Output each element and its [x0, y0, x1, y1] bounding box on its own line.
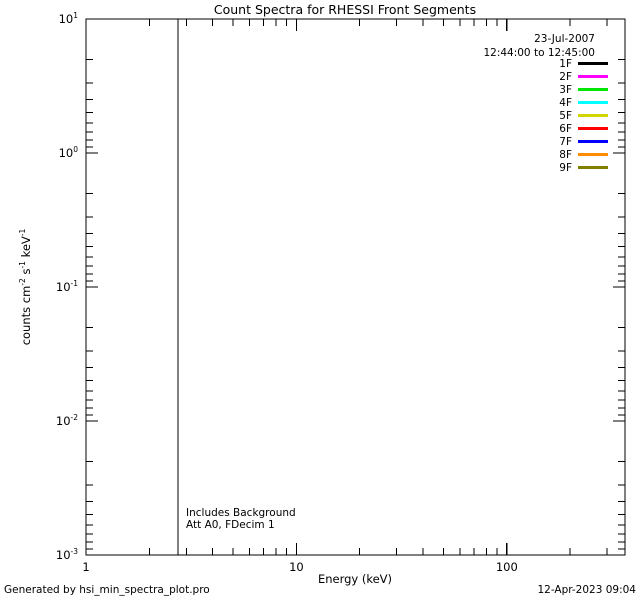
y-ticklabel-mantissa-1: 10 — [59, 146, 74, 160]
legend-item-4f[interactable]: 4F — [559, 97, 608, 109]
x-axis-label: Energy (keV) — [318, 572, 392, 586]
y-ticklabel-mantissa-4: 10 — [56, 548, 71, 562]
legend-item-3f[interactable]: 3F — [559, 84, 608, 96]
x-ticklabel-1: 1 — [82, 560, 89, 574]
svg-text:10-3: 10-3 — [56, 547, 78, 562]
y-ticklabel-exponent-1: 0 — [73, 145, 78, 154]
y-axis-tick-labels: 101 100 10-1 10-2 10-3 — [56, 11, 78, 562]
legend-label-2f: 2F — [559, 71, 572, 83]
legend-item-8f[interactable]: 8F — [559, 149, 608, 161]
y-axis-label-sup-3: -1 — [18, 228, 27, 236]
x-axis-bottom-ticks — [85, 543, 608, 555]
annotation-attenuator-state: Att A0, FDecim 1 — [186, 519, 275, 531]
legend-label-5f: 5F — [559, 110, 572, 122]
svg-text:10-2: 10-2 — [56, 413, 78, 428]
legend-item-9f[interactable]: 9F — [559, 162, 608, 174]
y-axis-left-ticks — [86, 18, 98, 556]
legend-label-1f: 1F — [559, 58, 572, 70]
svg-text:101: 101 — [59, 11, 79, 26]
x-ticklabel-100: 100 — [496, 560, 518, 574]
legend-item-7f[interactable]: 7F — [559, 136, 608, 148]
svg-text:10-1: 10-1 — [56, 279, 78, 294]
x-axis-tick-labels: 1 10 100 — [82, 560, 517, 574]
y-axis-label-part-2: s — [19, 269, 33, 279]
excluded-band-hatch-fill — [86, 19, 178, 555]
chart-title: Count Spectra for RHESSI Front Segments — [214, 2, 476, 17]
legend-item-6f[interactable]: 6F — [559, 123, 608, 135]
legend-label-8f: 8F — [559, 149, 572, 161]
footer-generator: Generated by hsi_min_spectra_plot.pro — [4, 584, 210, 596]
legend-item-5f[interactable]: 5F — [559, 110, 608, 122]
y-ticklabel-exponent-4: -3 — [71, 547, 79, 556]
legend-label-6f: 6F — [559, 123, 572, 135]
observation-time-range: 12:44:00 to 12:45:00 — [483, 47, 595, 59]
y-ticklabel-exponent-3: -2 — [71, 413, 79, 422]
legend-item-1f[interactable]: 1F — [559, 58, 608, 70]
observation-date: 23-Jul-2007 — [534, 33, 595, 45]
excluded-energy-band — [86, 19, 179, 555]
footer-timestamp: 12-Apr-2023 09:04 — [537, 584, 636, 596]
y-axis-label-sup-2: -1 — [18, 261, 27, 269]
legend-label-3f: 3F — [559, 84, 572, 96]
legend: 1F 2F 3F 4F 5F 6F — [559, 58, 608, 174]
y-axis-label-part-3: keV — [19, 236, 33, 261]
y-ticklabel-mantissa-3: 10 — [56, 414, 71, 428]
legend-item-2f[interactable]: 2F — [559, 71, 608, 83]
svg-text:100: 100 — [59, 145, 79, 160]
x-axis-top-ticks — [85, 19, 608, 31]
annotation-includes-background: Includes Background — [186, 507, 296, 519]
y-axis-right-ticks — [613, 18, 625, 556]
y-axis-label-sup-1: -2 — [18, 278, 27, 286]
y-ticklabel-mantissa-0: 10 — [59, 12, 74, 26]
y-ticklabel-exponent-0: 1 — [73, 11, 78, 20]
y-axis-label: counts cm-2 s-1 keV-1 — [18, 228, 33, 345]
legend-label-9f: 9F — [559, 162, 572, 174]
legend-label-4f: 4F — [559, 97, 572, 109]
x-ticklabel-10: 10 — [289, 560, 304, 574]
legend-label-7f: 7F — [559, 136, 572, 148]
y-axis-label-part-1: counts cm — [19, 286, 33, 346]
y-ticklabel-mantissa-2: 10 — [56, 280, 71, 294]
y-ticklabel-exponent-2: -1 — [71, 279, 79, 288]
